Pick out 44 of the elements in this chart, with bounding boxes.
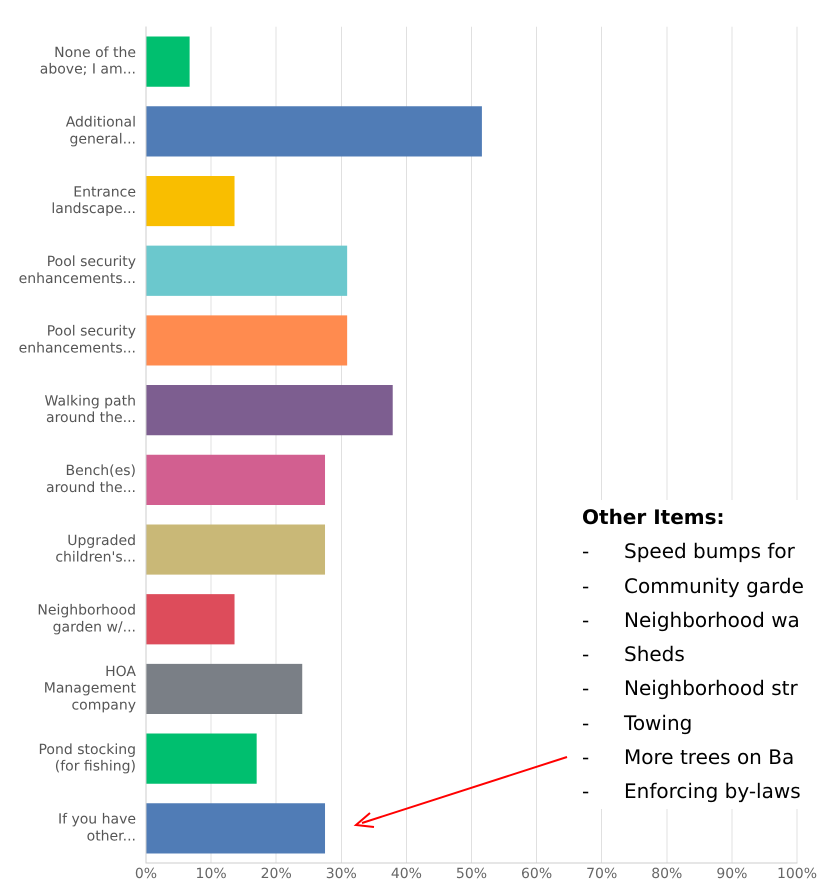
x-tick-label: 0%: [134, 866, 158, 882]
annotation: Other Items:: [582, 504, 726, 531]
y-tick-label: Walking path around the...: [44, 393, 136, 426]
y-tick-label: None of the above; I am...: [40, 44, 136, 78]
y-tick-label: If you have other...: [58, 812, 136, 844]
text: - Neighborhood str: [582, 676, 798, 700]
x-tick-label: 30%: [326, 866, 357, 882]
text: - More trees on Ba: [582, 745, 794, 770]
y-tick-label: Additional general...: [66, 114, 136, 148]
bar: [146, 385, 393, 436]
x-tick-label: 70%: [586, 866, 618, 882]
bar: [146, 524, 326, 575]
bar: [146, 803, 326, 854]
x-tick-label: 10%: [196, 866, 227, 882]
x-tick-label: 50%: [456, 866, 488, 882]
bar: [146, 664, 302, 714]
y-tick-label: Neighborhood garden w/...: [37, 602, 136, 636]
text: - Sheds: [582, 642, 685, 666]
bar: [146, 106, 482, 156]
text: - Speed bumps for: [582, 539, 795, 564]
x-tick-label: 80%: [651, 866, 682, 882]
y-tick-label: Entrance landscape...: [51, 184, 136, 218]
bar: [146, 246, 348, 296]
bar: [146, 315, 348, 366]
bar: [146, 734, 257, 784]
bar: [146, 594, 235, 644]
y-tick-label: Pond stocking (for fishing): [38, 742, 136, 775]
text: - Towing: [582, 710, 692, 735]
y-tick-label: Upgraded children's...: [55, 532, 136, 566]
y-tick-label: Bench(es) around the...: [46, 463, 136, 496]
bar: [146, 36, 190, 87]
bar: [146, 176, 235, 226]
x-tick-label: 40%: [390, 866, 422, 882]
y-tick-label: HOA Management company: [44, 664, 136, 714]
text: - Community garde: [582, 574, 804, 598]
x-tick-label: 100%: [776, 866, 818, 882]
x-tick-label: 60%: [521, 866, 552, 882]
text: - Neighborhood wa: [582, 608, 800, 632]
text: - Enforcing by-laws: [582, 779, 801, 804]
y-tick-label: Pool security enhancements...: [18, 254, 136, 287]
x-tick-label: 90%: [716, 866, 748, 882]
y-tick-label: Pool security enhancements...: [18, 324, 136, 356]
x-tick-label: 20%: [260, 866, 292, 882]
bar: [146, 454, 326, 505]
